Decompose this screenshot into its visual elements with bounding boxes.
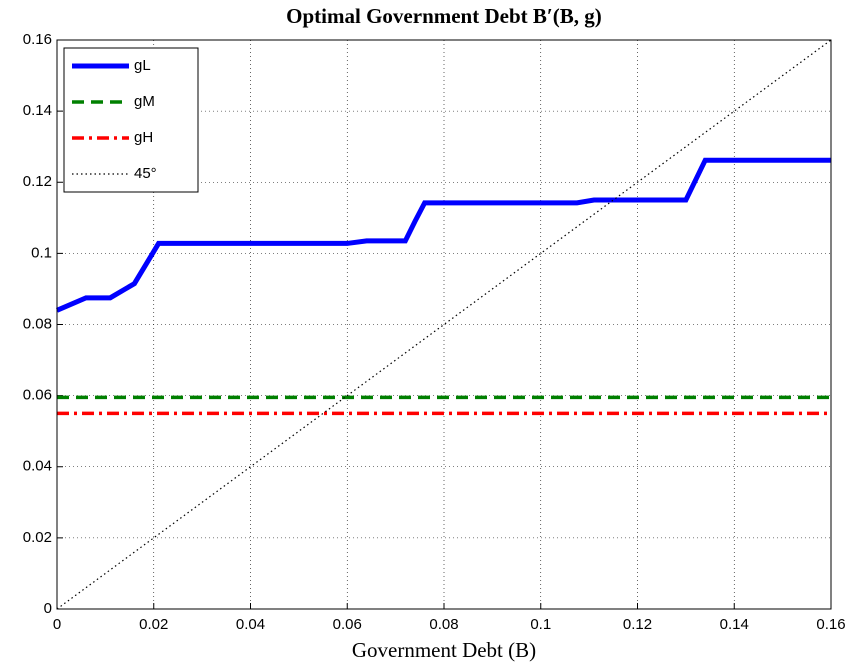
series-line <box>56 157 831 313</box>
y-tick-label: 0.1 <box>31 244 52 261</box>
legend-label: 45° <box>134 165 157 182</box>
x-tick-label: 0 <box>53 616 61 633</box>
legend-label: gH <box>134 129 153 146</box>
x-tick-label: 0.14 <box>720 616 749 633</box>
chart-title: Optimal Government Debt B′(B, g) <box>286 4 602 28</box>
plot-frame <box>56 39 832 610</box>
y-tick-label: 0 <box>44 600 52 617</box>
y-tick-label: 0.08 <box>23 315 52 332</box>
x-tick-label: 0.08 <box>429 616 458 633</box>
x-axis-label: Government Debt (B) <box>352 638 536 662</box>
y-tick-label: 0.14 <box>23 102 52 119</box>
y-tick-label: 0.02 <box>23 529 52 546</box>
x-tick-label: 0.02 <box>139 616 168 633</box>
x-tick-label: 0.04 <box>236 616 265 633</box>
y-tick-label: 0.12 <box>23 173 52 190</box>
x-tick-label: 0.06 <box>333 616 362 633</box>
x-tick-label: 0.16 <box>816 616 845 633</box>
x-tick-label: 0.12 <box>623 616 652 633</box>
legend-label: gM <box>134 93 155 110</box>
legend-label: gL <box>134 57 151 74</box>
x-tick-label: 0.1 <box>530 616 551 633</box>
y-tick-label: 0.06 <box>23 387 52 404</box>
y-tick-label: 0.04 <box>23 458 52 475</box>
y-tick-label: 0.16 <box>23 31 52 48</box>
legend-box <box>63 47 199 193</box>
